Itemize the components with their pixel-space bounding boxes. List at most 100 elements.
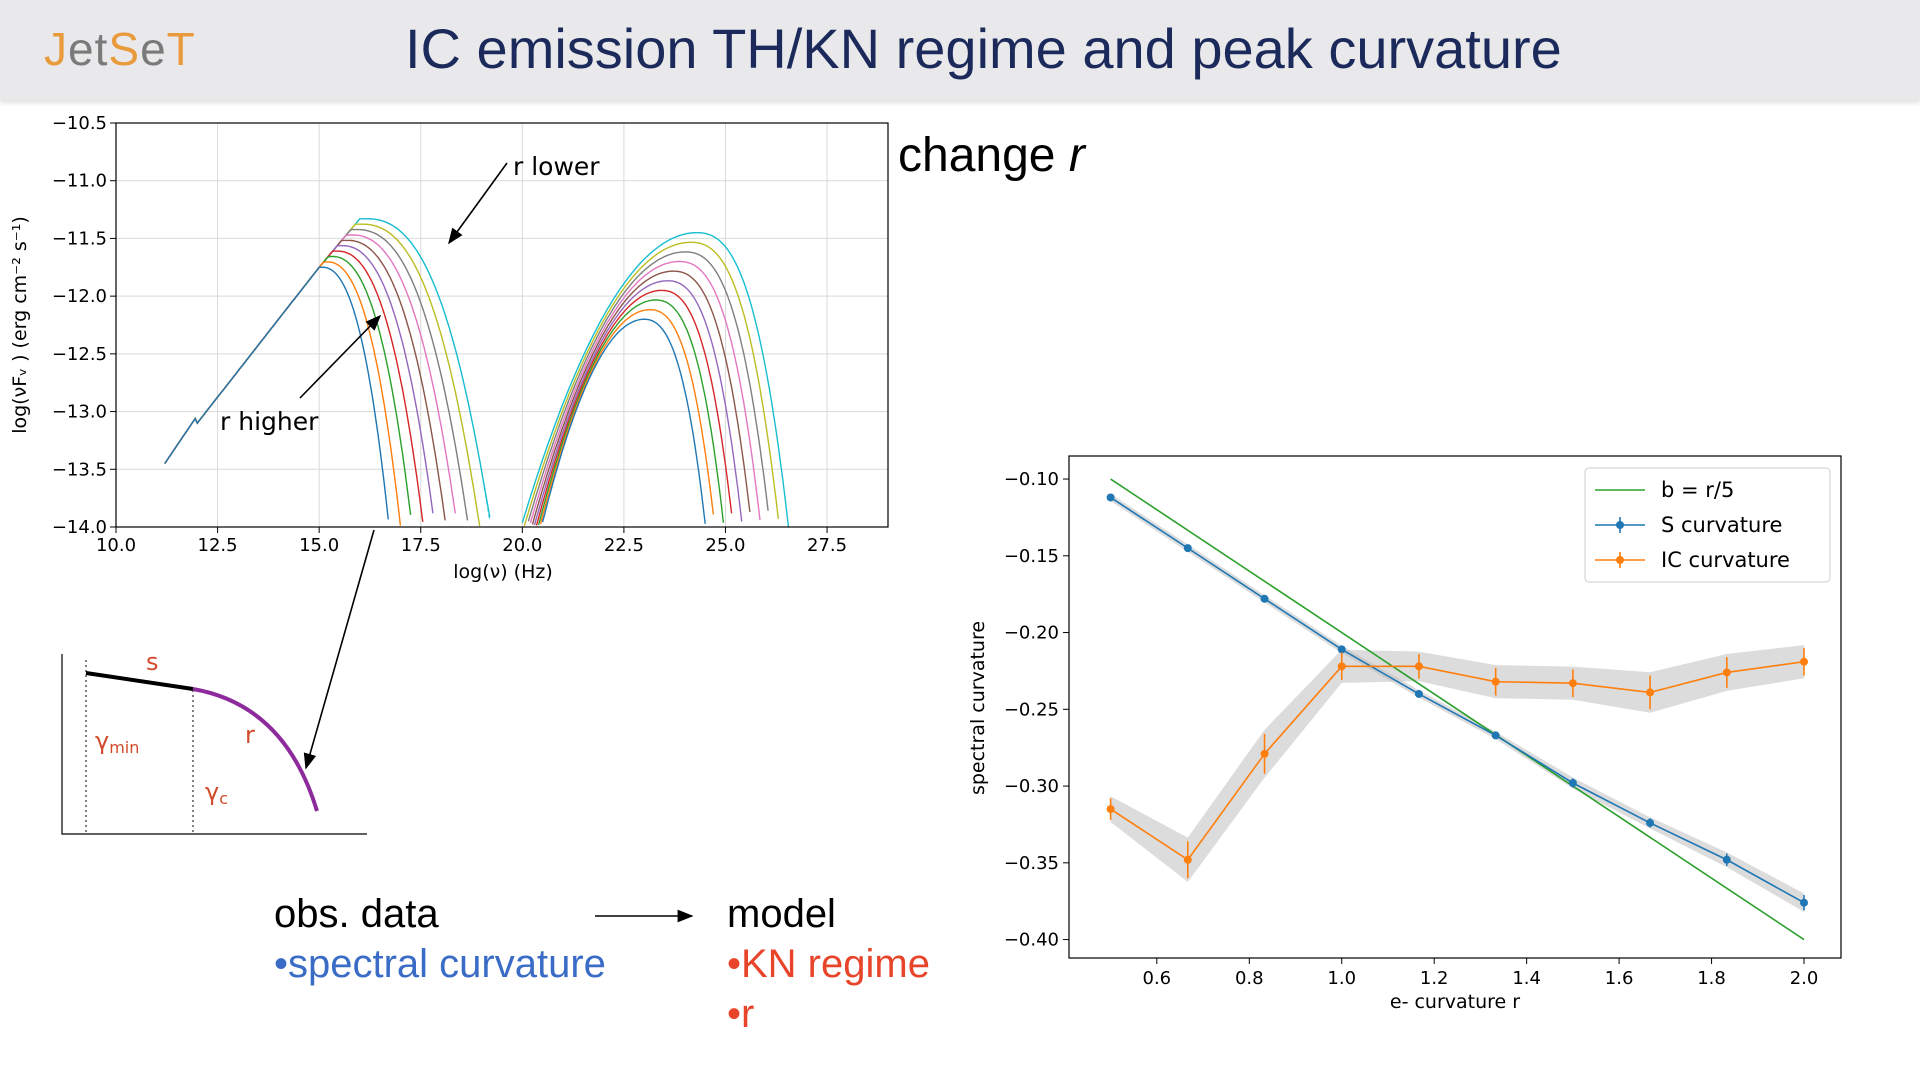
power-law-segment	[85, 671, 194, 691]
data-point	[1260, 594, 1269, 603]
sed-ytick-label: −10.5	[52, 113, 107, 134]
r-label: r	[245, 721, 255, 749]
series-line	[1110, 496, 1805, 904]
sed-xtick-label: 10.0	[96, 535, 136, 556]
slide-title: IC emission TH/KN regime and peak curvat…	[405, 17, 1562, 80]
legend: b = r/5 S curvature IC curvature	[1584, 467, 1831, 583]
legend-box	[1584, 467, 1831, 583]
error-bands	[1110, 493, 1804, 912]
sed-curves	[164, 218, 790, 527]
data-point	[1106, 805, 1115, 814]
sed-curve-sync-component	[333, 256, 412, 515]
obs-data-item: •spectral curvature	[274, 942, 606, 986]
change-r-label: change r	[898, 129, 1085, 182]
sed-curve-sync-component	[353, 234, 456, 514]
arrow-to-schematic	[303, 529, 375, 770]
sed-curve	[164, 261, 714, 526]
sed-curve	[164, 234, 761, 524]
header-bar: JetSeT IC emission TH/KN regime and peak…	[0, 0, 1920, 100]
curv-ytick-label: −0.20	[1004, 623, 1059, 644]
model-title: model	[727, 892, 836, 936]
arrow-r-higher	[299, 314, 382, 399]
curv-xtick-label: 0.6	[1143, 968, 1172, 989]
sed-grid	[115, 122, 888, 528]
sed-ytick-label: −13.0	[52, 402, 107, 423]
data-point	[1183, 855, 1192, 864]
sed-curve-sync-component	[329, 261, 401, 526]
model-item-r: •r	[727, 992, 755, 1036]
log-parabola-segment	[192, 687, 319, 812]
data-point	[1646, 818, 1655, 827]
sed-curve	[164, 223, 779, 527]
sed-curve	[164, 266, 706, 524]
data-point	[1722, 855, 1731, 864]
sed-curve-sync-component	[349, 239, 446, 521]
curv-ytick-label: −0.35	[1004, 853, 1059, 874]
curv-xtick-label: 1.2	[1420, 968, 1449, 989]
data-point	[1337, 662, 1346, 671]
curv-xtick-label: 0.8	[1235, 968, 1264, 989]
data-point	[1568, 778, 1577, 787]
curv-ytick-label: −0.25	[1004, 699, 1059, 720]
sed-ytick-label: −13.5	[52, 459, 107, 480]
data-point	[1260, 749, 1269, 758]
sed-ylabel: log(νFᵥ ) (erg cm⁻² s⁻¹)	[9, 216, 31, 434]
s-label: s	[146, 648, 159, 676]
sed-axes-frame	[115, 122, 889, 528]
arrow-r-lower	[448, 162, 508, 245]
sed-curve-sync-component	[363, 223, 479, 515]
sed-curve	[164, 239, 751, 525]
legend-marker	[1616, 521, 1624, 529]
data-point	[1491, 677, 1500, 686]
series-line	[1110, 478, 1805, 941]
sed-ytick-label: −11.5	[52, 228, 107, 249]
sed-xtick-label: 25.0	[705, 535, 745, 556]
data-point	[1800, 898, 1809, 907]
curv-axes-frame	[1068, 455, 1842, 959]
sed-curve	[164, 218, 790, 527]
series-layer	[1106, 478, 1809, 941]
sed-curve	[164, 255, 725, 526]
data-point	[1414, 662, 1423, 671]
sed-curve	[164, 228, 769, 522]
curv-ytick-label: −0.15	[1004, 546, 1059, 567]
gamma-c-label: γc	[205, 778, 228, 808]
series-line	[1110, 660, 1805, 861]
sed-ytick-label: −12.5	[52, 344, 107, 365]
curv-xtick-label: 2.0	[1790, 968, 1819, 989]
sed-curve-sync-component	[339, 250, 424, 522]
curv-ytick-label: −0.10	[1004, 469, 1059, 490]
data-point	[1568, 679, 1577, 688]
data-point	[1800, 657, 1809, 666]
legend-label: IC curvature	[1661, 548, 1790, 572]
schematic-axes	[61, 654, 367, 835]
data-point	[1414, 689, 1423, 698]
obs-data-title: obs. data	[274, 892, 439, 936]
curv-ytick-label: −0.30	[1004, 776, 1059, 797]
data-point	[1722, 668, 1731, 677]
error-band	[1110, 645, 1804, 882]
model-item-kn: •KN regime	[727, 942, 930, 986]
curv-ylabel: spectral curvature	[967, 621, 989, 795]
sed-curve-sync-component	[367, 218, 491, 522]
sed-curve-sync-component	[343, 245, 434, 514]
sed-curve-sync-component	[323, 266, 389, 520]
gamma-min-label: γmin	[95, 727, 139, 757]
jetset-logo: JetSeT	[44, 23, 196, 75]
sed-xlabel: log(ν) (Hz)	[453, 561, 553, 583]
sed-ticks: 10.0 12.5 15.0 17.5 20.0 22.5 25.0 27.5 −10.5 −11…	[52, 113, 847, 556]
sed-curve	[164, 250, 733, 526]
data-point	[1183, 544, 1192, 553]
sed-xtick-label: 27.5	[807, 535, 847, 556]
curv-ticks: 0.6 0.8 1.0 1.2 1.4 1.6 1.8 2.0 −0.10 −0.15 −0.20 −…	[1004, 469, 1819, 989]
curv-xtick-label: 1.8	[1697, 968, 1726, 989]
sed-xtick-label: 15.0	[299, 535, 339, 556]
error-band	[1110, 493, 1804, 912]
curv-xtick-label: 1.0	[1327, 968, 1356, 989]
sed-ytick-label: −11.0	[52, 171, 107, 192]
sed-xtick-label: 12.5	[198, 535, 238, 556]
curv-xlabel: e- curvature r	[1390, 991, 1520, 1013]
sed-xtick-label: 17.5	[401, 535, 441, 556]
sed-xtick-label: 22.5	[604, 535, 644, 556]
sed-ytick-label: −14.0	[52, 517, 107, 538]
